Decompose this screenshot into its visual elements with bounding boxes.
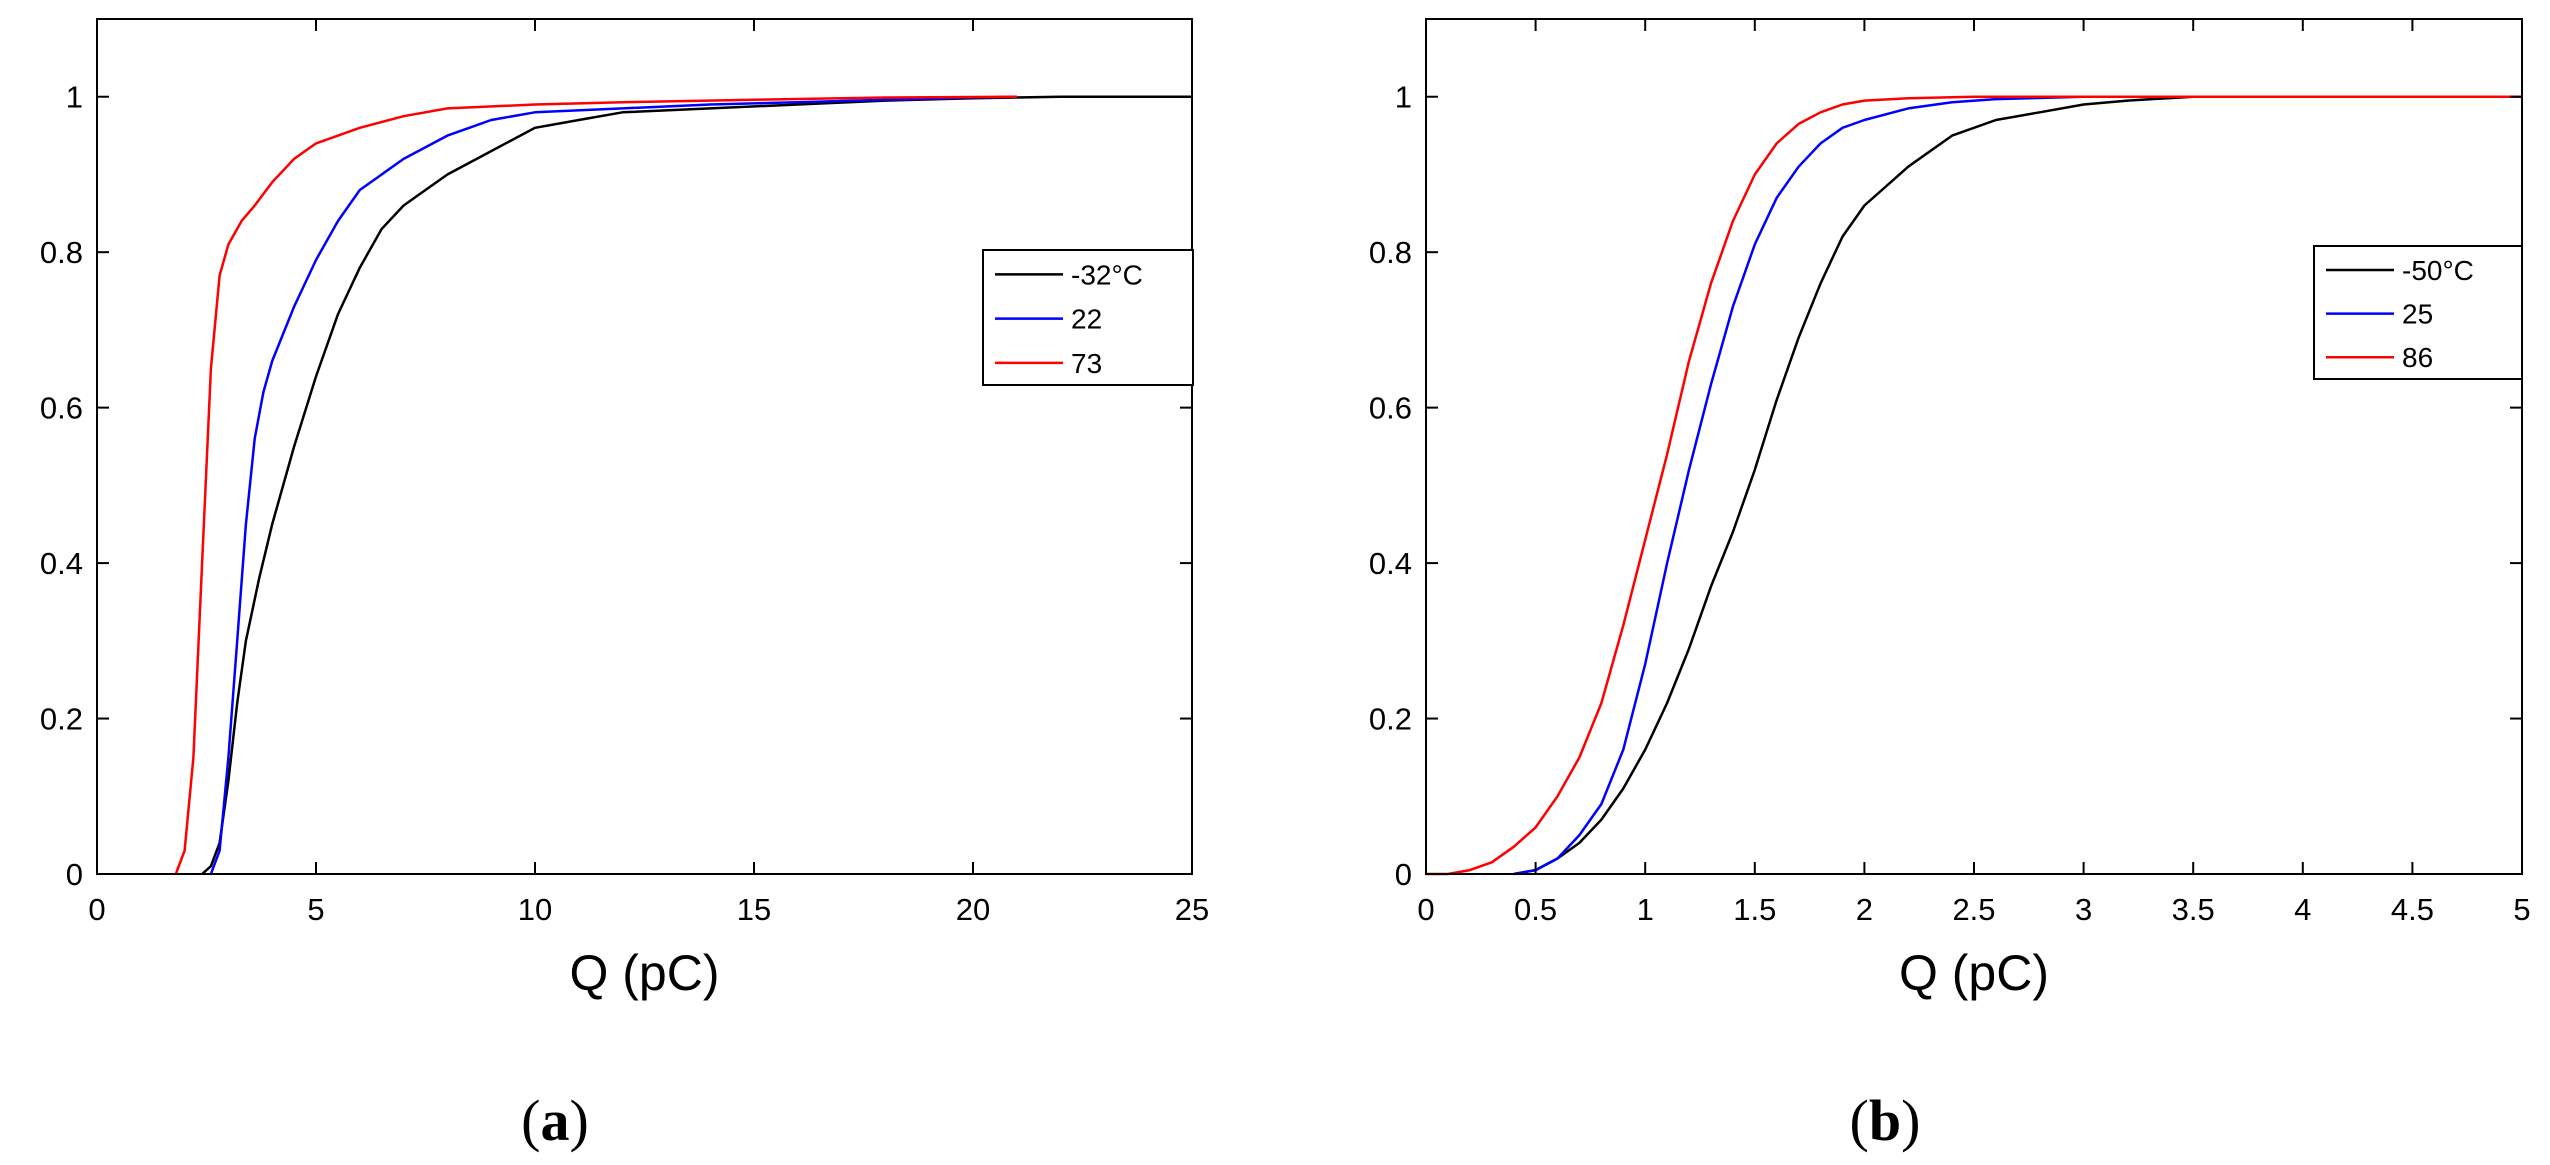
legend-entry-label: -32°C xyxy=(1071,259,1143,290)
panel-label: (a) xyxy=(521,1088,589,1153)
y-tick-label: 1 xyxy=(1395,80,1412,115)
series-line-a-2 xyxy=(209,95,1017,875)
panel-label: (b) xyxy=(1850,1088,1921,1153)
x-tick-label: 4.5 xyxy=(2391,892,2434,927)
series-line-b-2 xyxy=(1513,95,2522,876)
x-tick-label: 10 xyxy=(518,892,552,927)
x-axis-title: Q (pC) xyxy=(1899,945,2049,1001)
x-axis-title: Q (pC) xyxy=(570,945,720,1001)
x-tick-label: 3 xyxy=(2075,892,2092,927)
x-tick-label: 2 xyxy=(1856,892,1873,927)
series-line-a-1 xyxy=(201,95,1192,875)
legend-entry-label: 86 xyxy=(2402,342,2433,373)
x-tick-label: 20 xyxy=(956,892,990,927)
chart-panel-b: 0 0.5 1 1.5 2 2.5 3 3.5 4 4.5 5 0 0.2 0.4 0.6 0.8 1 Q (pC… xyxy=(1369,18,2531,1153)
y-tick-label: 0.2 xyxy=(1369,702,1412,737)
y-tick-label: 1 xyxy=(66,80,83,115)
y-tick-label: 0.2 xyxy=(40,702,83,737)
y-tick-label: 0.6 xyxy=(40,391,83,426)
x-tick-label: 5 xyxy=(307,892,324,927)
x-tick-label: 1.5 xyxy=(1733,892,1776,927)
x-tick-label: 0.5 xyxy=(1514,892,1557,927)
y-tick-label: 0.6 xyxy=(1369,391,1412,426)
legend-entry-label: 73 xyxy=(1071,348,1102,379)
y-tick-label: 0.4 xyxy=(40,546,83,581)
legend-b: -50°C 25 86 xyxy=(2313,245,2523,380)
chart-panel-a: 0 5 10 15 20 25 0 0.2 0.4 0.6 0.8 1 Q (pC) -32°C 22 73 (… xyxy=(40,18,1209,1153)
axes-box-a xyxy=(96,18,1193,875)
legend-entry-label: 25 xyxy=(2402,299,2433,330)
x-tick-label: 2.5 xyxy=(1952,892,1995,927)
x-tick-label: 1 xyxy=(1637,892,1654,927)
x-tick-label: 15 xyxy=(737,892,771,927)
y-tick-label: 0.4 xyxy=(1369,546,1412,581)
y-tick-label: 0.8 xyxy=(1369,235,1412,270)
legend-entry-label: 22 xyxy=(1071,304,1102,335)
x-tick-label: 5 xyxy=(2513,892,2530,927)
y-tick-label: 0 xyxy=(1395,857,1412,892)
x-tick-label: 3.5 xyxy=(2172,892,2215,927)
y-tick-label: 0.8 xyxy=(40,235,83,270)
legend-entry-label: -50°C xyxy=(2402,255,2474,286)
legend-a: -32°C 22 73 xyxy=(982,249,1194,386)
y-tick-label: 0 xyxy=(66,857,83,892)
series-line-b-1 xyxy=(1513,95,2522,876)
x-tick-label: 4 xyxy=(2294,892,2311,927)
x-tick-label: 0 xyxy=(1417,892,1434,927)
x-tick-label: 25 xyxy=(1175,892,1209,927)
series-line-b-3 xyxy=(1426,95,2522,876)
x-tick-label: 0 xyxy=(88,892,105,927)
series-line-a-3 xyxy=(174,95,1017,875)
